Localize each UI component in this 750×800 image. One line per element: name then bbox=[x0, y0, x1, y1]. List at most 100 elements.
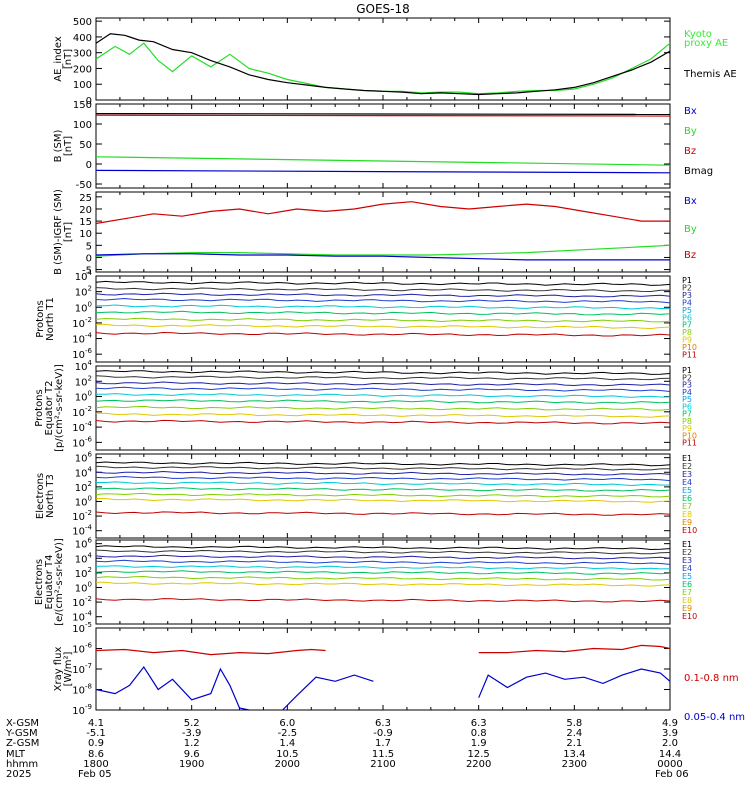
y-tick-label: 5 bbox=[86, 241, 92, 252]
channel-line bbox=[96, 481, 671, 487]
figure-title: GOES-18 bbox=[356, 2, 410, 16]
channel-line bbox=[95, 375, 671, 381]
legend-entry: 0.1-0.8 nm bbox=[684, 673, 739, 684]
y-tick-label: 10 bbox=[79, 229, 92, 240]
channel-legend-entry: P7 bbox=[682, 321, 692, 330]
y-tick-label: 100 bbox=[75, 390, 92, 404]
y-tick-label: 100 bbox=[75, 300, 92, 314]
channel-legend-entry: P8 bbox=[682, 328, 692, 337]
legend-entry: Bmag bbox=[684, 166, 713, 177]
panel-frame bbox=[95, 453, 671, 539]
y-axis-label: AE_index[nT] bbox=[53, 36, 74, 82]
axis-year: 2025 bbox=[6, 769, 31, 780]
panel-frame bbox=[95, 103, 671, 189]
axis-row-value: 9.6 bbox=[184, 749, 200, 760]
series-line-xray bbox=[282, 674, 374, 711]
legend-entry: proxy AE bbox=[684, 38, 728, 49]
y-tick-label: 500 bbox=[73, 17, 92, 28]
axis-row-value: 5.2 bbox=[184, 718, 200, 729]
channel-legend-entry: E10 bbox=[682, 526, 697, 535]
channel-legend-entry: P5 bbox=[682, 306, 692, 315]
y-tick-label: 400 bbox=[73, 33, 92, 44]
channel-legend-entry: E2 bbox=[682, 548, 692, 557]
channel-line bbox=[95, 598, 671, 603]
channel-line bbox=[96, 393, 671, 398]
channel-line bbox=[95, 287, 671, 293]
panel-eequator: ElectronsEquator T4[e/(cm²-s-sr-keV)] 106… bbox=[34, 537, 697, 626]
axis-row-value: 10.5 bbox=[276, 749, 298, 760]
channel-legend-entry: P3 bbox=[682, 291, 692, 300]
channel-legend-entry: P7 bbox=[682, 410, 692, 419]
channel-legend-entry: E10 bbox=[682, 612, 697, 621]
axis-date-start: Feb 05 bbox=[78, 769, 112, 780]
axis-row-value: 14.4 bbox=[659, 749, 681, 760]
y-tick-label: 104 bbox=[75, 465, 93, 479]
channel-legend-entry: E9 bbox=[682, 518, 692, 527]
y-tick-label: 106 bbox=[75, 537, 93, 551]
y-tick-label: 100 bbox=[73, 120, 92, 131]
channel-legend-entry: E4 bbox=[682, 564, 692, 573]
channel-legend-entry: E7 bbox=[682, 502, 692, 511]
axis-row-value: 1.9 bbox=[471, 738, 487, 749]
channel-legend-entry: E6 bbox=[682, 580, 692, 589]
channel-legend-entry: P11 bbox=[682, 351, 697, 360]
y-axis-label: ElectronsNorth T3 bbox=[35, 473, 56, 519]
y-axis-label: Xray flux[W/m²] bbox=[53, 647, 74, 692]
axis-row-value: 1900 bbox=[179, 759, 204, 770]
channel-legend-entry: P8 bbox=[682, 417, 692, 426]
y-tick-label: 15 bbox=[79, 217, 92, 228]
channel-legend-entry: P10 bbox=[682, 343, 697, 352]
axis-row-value: 4.1 bbox=[88, 718, 104, 729]
axis-row-value: 2.0 bbox=[662, 738, 678, 749]
channel-legend-entry: E1 bbox=[682, 454, 692, 463]
axis-row-label: Z-GSM bbox=[6, 738, 39, 749]
axis-row-value: 3.9 bbox=[662, 728, 678, 739]
y-tick-label: 50 bbox=[79, 140, 92, 151]
channel-line bbox=[95, 297, 671, 304]
channel-line bbox=[96, 412, 671, 418]
channel-legend-entry: P2 bbox=[682, 373, 692, 382]
y-tick-label: 10-7 bbox=[72, 662, 92, 676]
y-tick-label: 150 bbox=[73, 100, 92, 111]
y-tick-label: 102 bbox=[75, 374, 92, 388]
y-tick-label: -5 bbox=[82, 266, 92, 277]
axis-row-value: 2200 bbox=[466, 759, 491, 770]
channel-legend-entry: E7 bbox=[682, 588, 692, 597]
channel-legend-entry: P3 bbox=[682, 381, 692, 390]
channel-line bbox=[95, 545, 671, 551]
channel-line bbox=[95, 559, 671, 565]
series-line-by bbox=[95, 244, 671, 257]
channel-line bbox=[95, 570, 671, 575]
axis-row-value: 1.7 bbox=[375, 738, 391, 749]
y-tick-label: 100 bbox=[75, 494, 92, 508]
y-tick-label: 300 bbox=[73, 49, 92, 60]
legend-entry: 0.05-0.4 nm bbox=[684, 712, 745, 723]
axis-row-value: 0.8 bbox=[471, 728, 487, 739]
channel-line bbox=[95, 310, 671, 316]
channel-line bbox=[95, 405, 671, 411]
y-tick-label: 10-2 bbox=[72, 405, 92, 419]
axis-row-value: -3.9 bbox=[182, 728, 202, 739]
y-tick-label: 102 bbox=[75, 566, 92, 580]
channel-legend-entry: E4 bbox=[682, 478, 692, 487]
y-tick-label: 10-6 bbox=[72, 642, 92, 656]
channel-legend-entry: E8 bbox=[682, 510, 692, 519]
channel-legend-entry: E5 bbox=[682, 486, 692, 495]
axis-row-value: 2.4 bbox=[566, 728, 582, 739]
channel-legend-entry: E6 bbox=[682, 494, 692, 503]
channel-legend-entry: P1 bbox=[682, 366, 692, 375]
channel-line bbox=[95, 554, 671, 560]
series-line-xray bbox=[478, 644, 671, 654]
series-line-bmag bbox=[95, 112, 671, 116]
channel-legend-entry: P4 bbox=[682, 388, 692, 397]
channel-line bbox=[95, 475, 671, 482]
panel-frame bbox=[95, 627, 671, 711]
series-line-bz bbox=[95, 201, 670, 225]
axis-row-label: Y-GSM bbox=[5, 728, 38, 739]
legend-entry: By bbox=[684, 224, 697, 235]
channel-line bbox=[96, 304, 671, 310]
channel-legend-entry: P9 bbox=[682, 424, 692, 433]
axis-row-value: 6.0 bbox=[279, 718, 295, 729]
